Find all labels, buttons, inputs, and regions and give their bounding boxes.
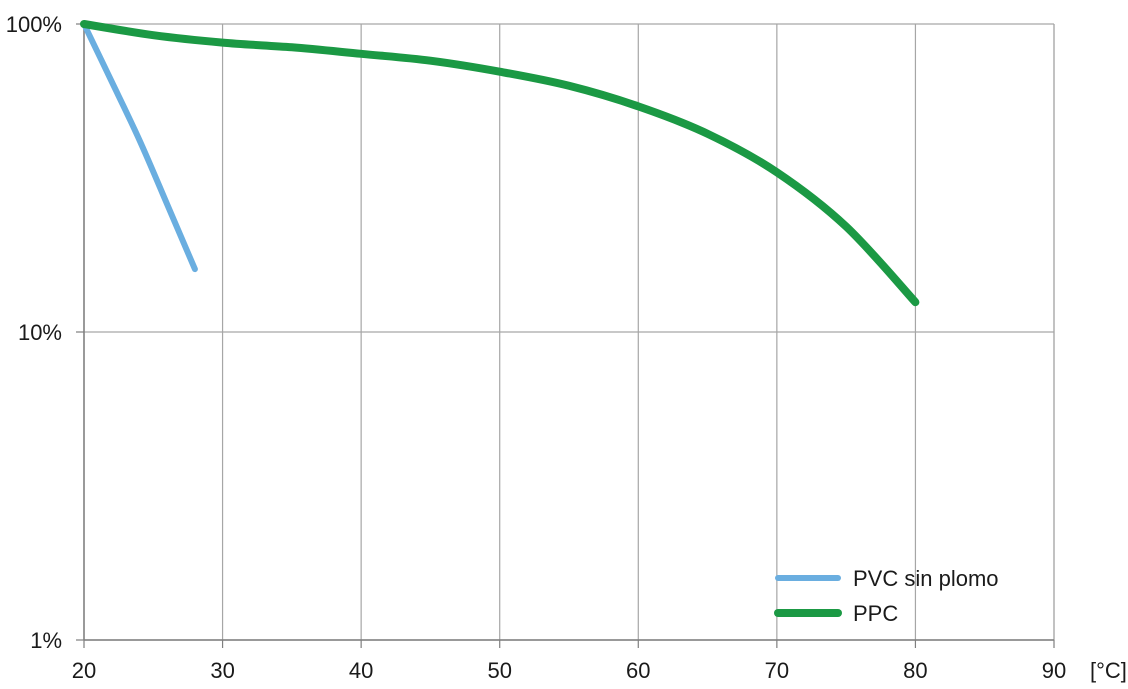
x-tick-label: 80 [903, 658, 927, 683]
series-line-pvc-sin-plomo [81, 21, 198, 273]
x-tick-label: 60 [626, 658, 650, 683]
x-tick-label: 20 [72, 658, 96, 683]
grid [83, 23, 1055, 641]
x-tick-label: 70 [765, 658, 789, 683]
series-line-ppc [80, 20, 920, 307]
legend: PVC sin plomo PPC [774, 566, 999, 626]
x-tick-label: 90 [1042, 658, 1066, 683]
x-axis-label: [°C] [1090, 658, 1127, 683]
series-lines [80, 20, 920, 307]
legend-label: PVC sin plomo [853, 566, 999, 591]
x-tick-label: 30 [210, 658, 234, 683]
x-tick-label: 40 [349, 658, 373, 683]
x-tick-label: 50 [487, 658, 511, 683]
legend-label: PPC [853, 601, 898, 626]
y-tick-label: 100% [6, 12, 62, 37]
tick-labels: 20 30 40 50 60 70 80 90 100% 10% 1% [°C] [6, 12, 1127, 683]
y-tick-label: 10% [18, 320, 62, 345]
y-tick-label: 1% [30, 628, 62, 653]
